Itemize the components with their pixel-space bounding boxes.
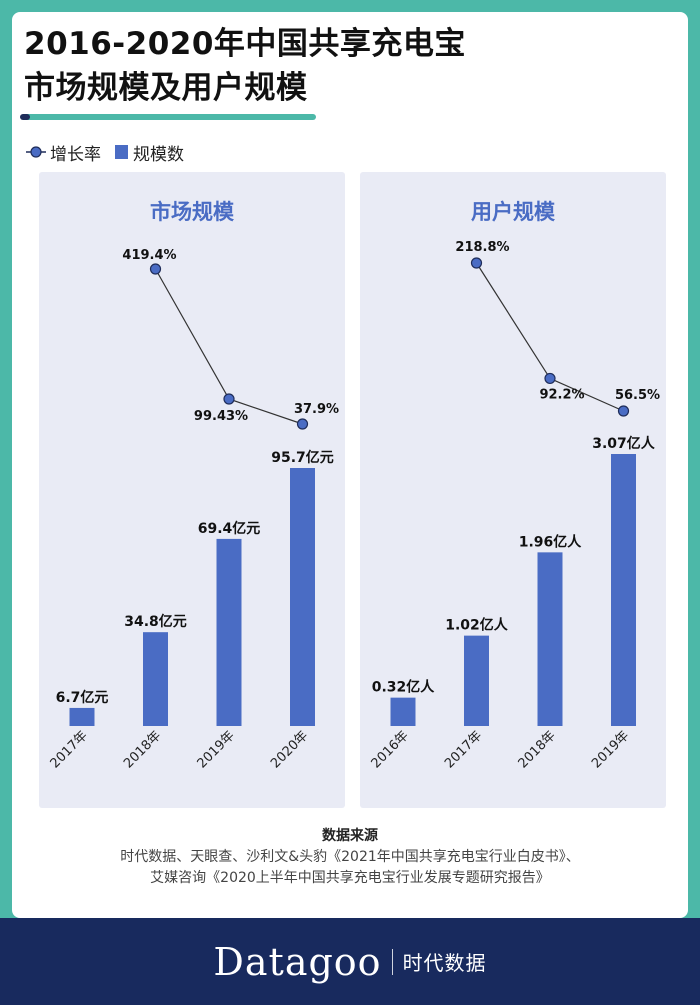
- bar-2017年: [464, 635, 489, 726]
- x-tick-label: 2017年: [442, 728, 485, 771]
- bar-value-label: 1.02亿人: [445, 617, 509, 634]
- panel-title-market-size: 市场规模: [150, 200, 234, 224]
- bar-value-label: 1.96亿人: [519, 533, 583, 550]
- market-size-chart: 6.7亿元 2017年 34.8亿元 2018年 69.4亿元 2019年 95.7亿元 20…: [48, 248, 339, 771]
- x-tick-label: 2019年: [195, 728, 238, 771]
- x-tick-label: 2016年: [369, 728, 412, 771]
- data-source: 数据来源 时代数据、天眼查、沙利文&头豹《2021年中国共享充电宝行业白皮书》、…: [0, 826, 700, 889]
- title-underline: [24, 114, 316, 120]
- title-line-2: 市场规模及用户规模: [24, 70, 308, 106]
- growth-rate-point: [617, 405, 630, 417]
- legend-label-growth-rate: 增长率: [50, 144, 101, 165]
- bar-value-label: 0.32亿人: [372, 679, 436, 696]
- growth-rate-point: [544, 372, 556, 385]
- growth-rate-label: 99.43%: [194, 409, 248, 424]
- growth-rate-point: [149, 263, 162, 275]
- legend-item-scale: 规模数: [115, 140, 184, 165]
- bar-value-label: 69.4亿元: [198, 520, 261, 537]
- x-tick-label: 2018年: [121, 728, 164, 771]
- growth-rate-label: 56.5%: [615, 388, 660, 403]
- user-size-chart: 0.32亿人 2016年 1.02亿人 2017年 1.96亿人 2018年 3.07亿人 2…: [369, 240, 660, 771]
- x-tick-label: 2019年: [589, 728, 632, 771]
- line-marker-icon: [26, 146, 46, 158]
- growth-rate-label: 37.9%: [294, 402, 339, 417]
- bar-value-label: 3.07亿人: [592, 435, 656, 452]
- brand-name-cn: 时代数据: [402, 951, 487, 975]
- bar-value-label: 95.7亿元: [271, 449, 334, 466]
- panel-title-user-size: 用户规模: [471, 200, 555, 224]
- brand-logo: Datagoo: [213, 939, 382, 984]
- growth-rate-point: [223, 393, 235, 405]
- growth-rate-label: 92.2%: [539, 387, 584, 402]
- legend-label-scale: 规模数: [133, 144, 184, 165]
- brand-divider: [391, 948, 393, 975]
- x-tick-label: 2020年: [268, 728, 311, 771]
- bar-2018年: [537, 552, 563, 726]
- x-tick-label: 2017年: [48, 728, 91, 771]
- growth-rate-point: [470, 257, 483, 269]
- growth-rate-label: 419.4%: [122, 248, 176, 263]
- title-line-1: 2016-2020年中国共享充电宝: [24, 26, 466, 62]
- panel-user-size: 用户规模 0.32亿人 2016年 1.02亿人 2017年 1.96亿人 2018年 3.…: [360, 172, 666, 808]
- source-line-2: 艾媒咨询《2020上半年中国共享充电宝行业发展专题研究报告》: [150, 870, 550, 886]
- bar-2019年: [611, 454, 636, 726]
- bar-2018年: [143, 632, 168, 726]
- x-tick-label: 2018年: [516, 728, 559, 771]
- bar-marker-icon: [115, 145, 128, 159]
- footer-bar: Datagoo 时代数据: [0, 918, 700, 1005]
- bar-value-label: 34.8亿元: [124, 613, 187, 630]
- legend-item-growth-rate: 增长率: [26, 140, 101, 165]
- growth-rate-point: [296, 418, 309, 430]
- legend: 增长率 规模数: [26, 140, 198, 165]
- source-title: 数据来源: [322, 828, 378, 844]
- page-title: 2016-2020年中国共享充电宝 市场规模及用户规模: [24, 22, 466, 110]
- bar-2016年: [390, 697, 416, 726]
- panel-market-size: 市场规模 6.7亿元 2017年 34.8亿元 2018年 69.4亿元 2019年 95.…: [39, 172, 345, 808]
- bar-2017年: [69, 707, 95, 726]
- growth-rate-label: 218.8%: [455, 240, 509, 255]
- bar-value-label: 6.7亿元: [56, 689, 109, 706]
- bar-2020年: [290, 468, 315, 726]
- bar-2019年: [216, 538, 242, 726]
- source-line-1: 时代数据、天眼查、沙利文&头豹《2021年中国共享充电宝行业白皮书》、: [120, 849, 580, 865]
- title-underline-accent: [20, 114, 30, 120]
